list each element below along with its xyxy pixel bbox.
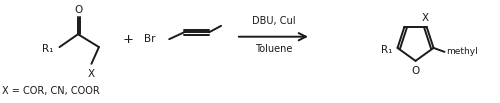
Text: Br: Br	[144, 34, 156, 44]
Text: +: +	[122, 33, 134, 46]
Text: DBU, CuI: DBU, CuI	[252, 16, 295, 26]
Text: O: O	[75, 5, 83, 15]
Text: methyl: methyl	[446, 47, 478, 56]
Text: X: X	[422, 13, 429, 23]
Text: R₁: R₁	[381, 45, 392, 55]
Text: R₁: R₁	[42, 44, 54, 54]
Text: Toluene: Toluene	[254, 44, 292, 54]
Text: X: X	[88, 69, 95, 79]
Text: X = COR, CN, COOR: X = COR, CN, COOR	[2, 86, 100, 96]
Text: O: O	[412, 66, 420, 76]
